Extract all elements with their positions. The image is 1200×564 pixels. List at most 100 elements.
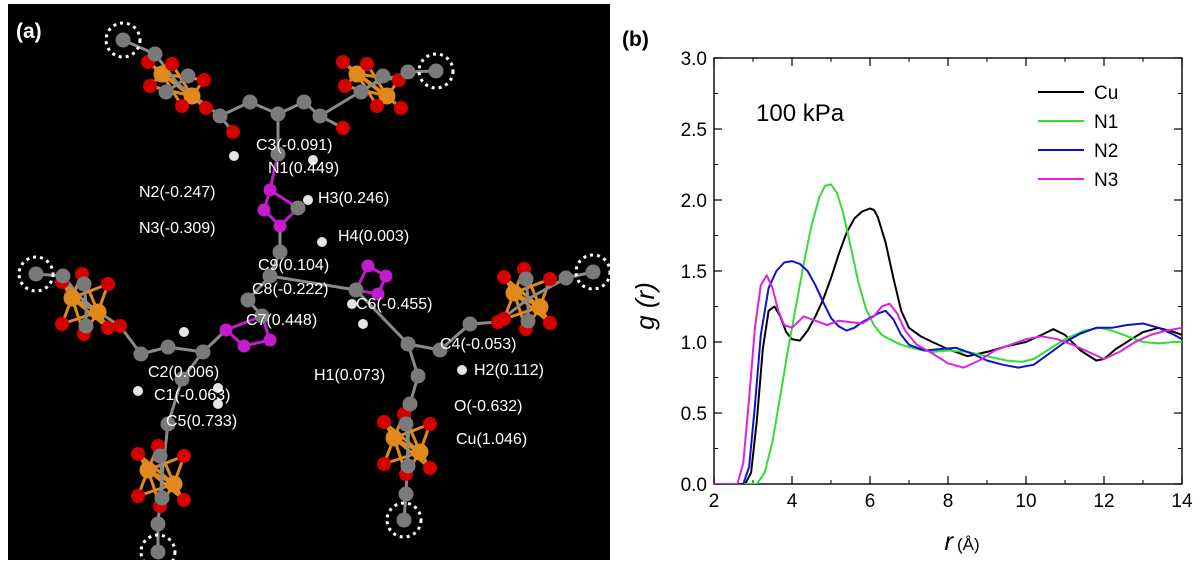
carbon-atom — [78, 318, 94, 334]
copper-atom — [89, 303, 107, 321]
hydrogen-atom — [179, 327, 189, 337]
oxygen-atom — [377, 457, 391, 471]
oxygen-atom — [113, 319, 127, 333]
dashed-highlight-circle — [417, 52, 455, 90]
atom-label-n3: N3(-0.309) — [139, 220, 215, 237]
x-tick-label: 8 — [943, 491, 954, 512]
oxygen-atom — [143, 79, 157, 93]
carbon-atom — [462, 316, 478, 332]
carbon-atom — [195, 344, 211, 360]
dashed-highlight-circle — [385, 501, 423, 539]
series-line-cu — [714, 207, 1182, 484]
carbon-atom — [212, 108, 228, 124]
carbon-atom — [520, 313, 536, 329]
y-tick-label: 3.0 — [681, 49, 707, 70]
carbon-atom — [270, 106, 286, 122]
oxygen-atom — [177, 493, 191, 507]
copper-atom — [153, 65, 171, 83]
atom-label-c7: C7(0.448) — [246, 312, 317, 329]
copper-atom — [183, 87, 201, 105]
series-line-n3 — [714, 274, 1182, 484]
copper-atom — [411, 443, 429, 461]
copper-atom — [165, 475, 183, 493]
copper-atom — [139, 461, 157, 479]
carbon-atom — [375, 68, 391, 84]
carbon-atom — [133, 346, 149, 362]
carbon-atom — [150, 544, 166, 560]
oxygen-atom — [175, 99, 189, 113]
legend-label-n3: N3 — [1094, 170, 1118, 191]
atom-label-n1: N1(0.449) — [268, 160, 339, 177]
hydrogen-atom — [347, 299, 357, 309]
carbon-atom — [150, 516, 166, 532]
oxygen-atom — [377, 415, 391, 429]
carbon-atom — [400, 458, 416, 474]
hydrogen-atom — [229, 151, 239, 161]
atom-label-n2: N2(-0.247) — [139, 184, 215, 201]
nitrogen-atom — [237, 339, 251, 353]
carbon-atom — [400, 64, 416, 80]
oxygen-atom — [55, 317, 69, 331]
panel-a-tag: (a) — [16, 20, 42, 43]
carbon-atom — [174, 371, 190, 387]
carbon-atom — [312, 108, 328, 124]
chart-legend: Cu N1 N2 N3 — [1038, 83, 1118, 191]
legend-label-cu: Cu — [1094, 83, 1118, 104]
copper-atom — [505, 284, 523, 302]
y-axis-label: g (r) — [630, 282, 660, 330]
bond — [160, 423, 170, 477]
copper-atom — [63, 289, 81, 307]
oxygen-atom — [497, 270, 511, 284]
x-tick-label: 10 — [1015, 491, 1036, 512]
oxygen-atom — [199, 101, 213, 115]
dashed-highlight-circle — [104, 21, 142, 59]
dashed-highlight-circle — [574, 253, 610, 291]
carbon-atom — [160, 339, 176, 355]
oxygen-atom — [177, 449, 191, 463]
atom-label-h1: H1(0.073) — [314, 367, 385, 384]
oxygen-atom — [226, 125, 240, 139]
copper-atom — [378, 87, 396, 105]
atom-label-c6: C6(-0.455) — [356, 296, 432, 313]
carbon-atom — [290, 200, 306, 216]
bond — [354, 288, 410, 346]
hydrogen-atom — [308, 155, 318, 165]
nitrogen-atom — [263, 183, 277, 197]
copper-atom — [385, 429, 403, 447]
atom-label-c3: C3(-0.091) — [256, 137, 332, 154]
carbon-atom — [428, 63, 444, 79]
atom-label-h3: H3(0.246) — [318, 190, 389, 207]
hydrogen-atom — [133, 386, 143, 396]
carbon-atom — [242, 94, 258, 110]
atom-label-c5: C5(0.733) — [166, 413, 237, 430]
oxygen-atom — [131, 489, 145, 503]
carbon-atom — [398, 416, 414, 432]
carbon-atom — [402, 396, 418, 412]
x-tick-label: 12 — [1093, 491, 1114, 512]
panel-b-tag: (b) — [622, 28, 649, 51]
atom-label-c1: C1(-0.063) — [154, 387, 230, 404]
nitrogen-atom — [273, 219, 287, 233]
hydrogen-atom — [213, 399, 223, 409]
legend-label-n2: N2 — [1094, 141, 1118, 162]
oxygen-atom — [543, 272, 557, 286]
oxygen-atom — [360, 57, 374, 71]
hydrogen-atom — [358, 319, 368, 329]
bond — [269, 274, 357, 292]
atom-label-c2: C2(0.006) — [148, 364, 219, 381]
x-axis-label: r (Å) — [944, 526, 979, 556]
atom-label-o: O(-0.632) — [454, 398, 522, 415]
carbon-atom — [272, 244, 288, 260]
carbon-atom — [353, 84, 369, 100]
oxygen-atom — [370, 99, 384, 113]
carbon-atom — [398, 486, 414, 502]
carbon-atom — [28, 266, 44, 282]
oxygen-atom — [131, 447, 145, 461]
y-tick-label: 1.0 — [681, 333, 707, 354]
carbon-atom — [296, 94, 312, 110]
carbon-atom — [432, 342, 448, 358]
series-line-n2 — [714, 260, 1182, 484]
dashed-highlight-circle — [139, 533, 177, 560]
nitrogen-atom — [379, 269, 393, 283]
carbon-atom — [160, 416, 176, 432]
